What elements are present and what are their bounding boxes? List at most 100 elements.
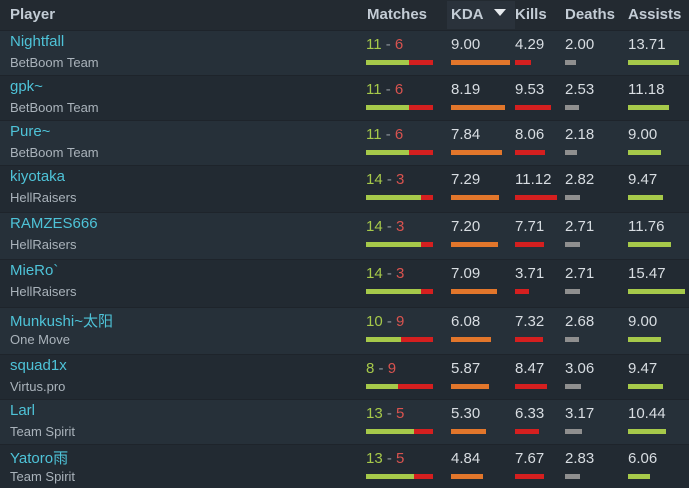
kda-value: 5.87	[451, 360, 481, 377]
player-name-link[interactable]: Yatoro雨	[10, 450, 69, 467]
kda-bar	[451, 150, 502, 155]
player-name-link[interactable]: Nightfall	[10, 33, 65, 50]
kills-value: 8.06	[515, 126, 545, 143]
wins-bar	[366, 429, 414, 434]
table-row: RAMZES666 HellRaisers 14 - 3 7.20 7.71 2.71 11…	[0, 213, 689, 259]
assists-bar	[628, 105, 669, 110]
table-row: Yatoro雨 Team Spirit 13 - 5 4.84 7.67 2.83 6.06	[0, 445, 689, 488]
kills-value: 11.12	[515, 171, 552, 188]
kills-bar	[515, 337, 543, 342]
team-name: Virtus.pro	[10, 379, 66, 394]
team-name: Team Spirit	[10, 469, 76, 484]
team-name: BetBoom Team	[10, 55, 99, 70]
assists-value: 10.44	[628, 405, 666, 422]
losses-bar	[414, 429, 433, 434]
matches-record: 11 - 6	[366, 126, 403, 143]
team-name: HellRaisers	[10, 284, 77, 299]
table-row: kiyotaka HellRaisers 14 - 3 7.29 11.12 2.82 9.…	[0, 166, 689, 212]
kills-bar	[515, 60, 531, 65]
matches-losses: 3	[396, 171, 405, 188]
kda-value: 8.19	[451, 81, 481, 98]
kills-value: 7.71	[515, 218, 545, 235]
matches-record: 14 - 3	[366, 265, 404, 282]
player-name-link[interactable]: Munkushi~太阳	[10, 313, 113, 330]
win-loss-bar	[366, 150, 433, 155]
assists-bar	[628, 384, 663, 389]
deaths-bar	[565, 105, 579, 110]
matches-record: 10 - 9	[366, 313, 404, 330]
table-row: Munkushi~太阳 One Move 10 - 9 6.08 7.32 2.68 9.0…	[0, 308, 689, 354]
win-loss-bar	[366, 195, 433, 200]
table-header: Player Matches KDA Kills Deaths Assists	[0, 0, 689, 30]
matches-separator: -	[386, 218, 392, 235]
matches-losses: 5	[396, 450, 405, 467]
losses-bar	[409, 150, 433, 155]
matches-losses: 6	[394, 36, 404, 53]
matches-wins: 11	[366, 36, 382, 53]
matches-separator: -	[386, 313, 392, 330]
deaths-bar	[565, 474, 580, 479]
matches-record: 13 - 5	[366, 405, 404, 422]
table-row: squad1x Virtus.pro 8 - 9 5.87 8.47 3.06 9.47	[0, 355, 689, 399]
deaths-bar	[565, 429, 582, 434]
sort-descending-icon[interactable]	[494, 9, 506, 16]
deaths-value: 3.06	[565, 360, 595, 377]
assists-bar	[628, 195, 663, 200]
wins-bar	[366, 242, 421, 247]
column-header-deaths[interactable]: Deaths	[565, 6, 616, 23]
matches-separator: -	[378, 360, 384, 377]
matches-record: 14 - 3	[366, 218, 404, 235]
player-name-link[interactable]: Larl	[10, 402, 36, 419]
deaths-value: 3.17	[565, 405, 595, 422]
deaths-value: 2.82	[565, 171, 595, 188]
win-loss-bar	[366, 60, 433, 65]
losses-bar	[409, 105, 433, 110]
table-row: Larl Team Spirit 13 - 5 5.30 6.33 3.17 10.44	[0, 400, 689, 444]
player-name-link[interactable]: Pure~	[10, 123, 51, 140]
deaths-value: 2.83	[565, 450, 595, 467]
win-loss-bar	[366, 429, 433, 434]
matches-wins: 14	[366, 218, 383, 235]
assists-bar	[628, 289, 685, 294]
team-name: One Move	[10, 332, 70, 347]
player-name-link[interactable]: kiyotaka	[10, 168, 66, 185]
matches-wins: 13	[366, 450, 383, 467]
matches-losses: 3	[396, 218, 405, 235]
kills-bar	[515, 384, 547, 389]
player-name-link[interactable]: RAMZES666	[10, 215, 98, 232]
kills-bar	[515, 105, 551, 110]
kda-bar	[451, 60, 510, 65]
matches-separator: -	[386, 405, 392, 422]
player-name-link[interactable]: MieRo`	[10, 262, 59, 279]
losses-bar	[421, 242, 433, 247]
player-name-link[interactable]: gpk~	[10, 78, 43, 95]
assists-bar	[628, 242, 671, 247]
assists-value: 15.47	[628, 265, 666, 282]
team-name: BetBoom Team	[10, 145, 99, 160]
kda-bar	[451, 337, 491, 342]
table-row: Pure~ BetBoom Team 11 - 6 7.84 8.06 2.18 9.00	[0, 121, 689, 165]
matches-record: 11 - 6	[366, 81, 403, 98]
column-header-kills[interactable]: Kills	[515, 6, 547, 23]
deaths-bar	[565, 195, 580, 200]
matches-wins: 14	[366, 171, 383, 188]
wins-bar	[366, 105, 409, 110]
losses-bar	[414, 474, 433, 479]
deaths-value: 2.68	[565, 313, 595, 330]
player-name-link[interactable]: squad1x	[10, 357, 67, 374]
matches-wins: 8	[366, 360, 375, 377]
column-header-assists[interactable]: Assists	[628, 6, 682, 23]
win-loss-bar	[366, 289, 433, 294]
assists-bar	[628, 60, 679, 65]
matches-separator: -	[385, 81, 391, 98]
column-header-kda[interactable]: KDA	[451, 6, 484, 23]
deaths-bar	[565, 242, 580, 247]
losses-bar	[421, 289, 433, 294]
matches-separator: -	[386, 171, 392, 188]
win-loss-bar	[366, 242, 433, 247]
column-header-matches[interactable]: Matches	[367, 6, 428, 23]
kills-bar	[515, 195, 557, 200]
column-header-player[interactable]: Player	[10, 6, 56, 23]
wins-bar	[366, 150, 409, 155]
